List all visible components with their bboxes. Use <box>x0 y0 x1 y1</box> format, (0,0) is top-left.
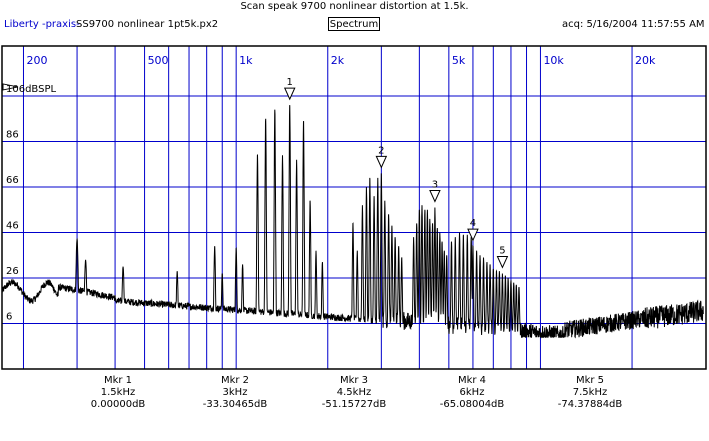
spectrum-view-button[interactable]: Spectrum <box>328 17 380 31</box>
file-name: SS9700 nonlinear 1pt5k.px2 <box>76 19 219 30</box>
marker-readout-rel: -65.08004dB <box>439 399 505 410</box>
acquisition-timestamp: acq: 5/16/2004 11:57:55 AM <box>562 19 705 30</box>
marker-readout-rel: 0.00000dB <box>90 399 146 410</box>
chart-title: Scan speak 9700 nonlinear distortion at … <box>240 1 469 12</box>
y-tick-label: 46 <box>6 221 19 232</box>
x-tick-label: 5k <box>452 54 466 67</box>
marker-readout: Mkr 1 1.5kHz 0.00000dB <box>63 375 173 411</box>
marker-readout-name: Mkr 4 <box>457 375 487 386</box>
markers: 1 2 3 4 5 <box>283 77 509 269</box>
y-tick-label: 86 <box>6 130 19 141</box>
marker-number-label: 3 <box>432 180 438 191</box>
plot-frame <box>1 45 707 370</box>
app-name: Liberty -praxis- <box>4 19 80 30</box>
marker-readout-freq: 6kHz <box>459 387 485 398</box>
marker-readout: Mkr 2 3kHz -33.30465dB <box>180 375 290 411</box>
grid <box>2 46 706 369</box>
marker-readouts: Mkr 1 1.5kHz 0.00000dB Mkr 2 3kHz -33.30465dB… <box>0 375 709 441</box>
marker-readout-name: Mkr 1 <box>103 375 133 386</box>
spectrum-plot: 200 500 1k 2k 5k 10k 20k 106dBSPL 86 66 46 26 6 1 2 3 4… <box>1 45 707 370</box>
y-tick-label: 6 <box>6 312 12 323</box>
x-tick-label: 20k <box>635 54 656 67</box>
marker-triangle-icon <box>429 190 441 203</box>
x-tick-label: 500 <box>148 54 169 67</box>
marker-readout: Mkr 3 4.5kHz -51.15727dB <box>299 375 409 411</box>
x-tick-label: 1k <box>239 54 253 67</box>
trace <box>1 105 704 339</box>
marker-readout-name: Mkr 3 <box>339 375 369 386</box>
marker-triangle-icon <box>496 255 509 269</box>
y-tick-label: 26 <box>6 266 19 277</box>
x-tick-label: 10k <box>543 54 564 67</box>
marker-readout-rel: -51.15727dB <box>321 399 387 410</box>
marker-readout-name: Mkr 5 <box>575 375 605 386</box>
marker-number-label: 2 <box>378 145 384 156</box>
marker-triangle-icon <box>375 155 388 169</box>
y-tick-label: 66 <box>6 175 19 186</box>
marker-readout-rel: -74.37884dB <box>557 399 623 410</box>
marker-readout-name: Mkr 2 <box>220 375 250 386</box>
marker-readout-freq: 1.5kHz <box>100 387 136 398</box>
marker-triangle-icon <box>283 87 296 101</box>
y-tick-label: 106dBSPL <box>6 84 56 95</box>
spectrum-trace-line <box>1 105 704 339</box>
marker-triangle-icon <box>467 228 479 242</box>
marker-readout: Mkr 4 6kHz -65.08004dB <box>417 375 527 411</box>
x-tick-label: 200 <box>26 54 47 67</box>
marker-number-label: 5 <box>499 245 505 256</box>
marker-number-label: 1 <box>287 77 293 88</box>
axis-labels: 200 500 1k 2k 5k 10k 20k 106dBSPL 86 66 46 26 6 <box>2 54 656 323</box>
marker-readout-freq: 7.5kHz <box>572 387 608 398</box>
marker-readout-rel: -33.30465dB <box>202 399 268 410</box>
marker-readout-freq: 3kHz <box>222 387 248 398</box>
marker-number-label: 4 <box>470 218 476 229</box>
x-tick-label: 2k <box>331 54 345 67</box>
marker-readout: Mkr 5 7.5kHz -74.37884dB <box>535 375 645 411</box>
reference-level-icon <box>2 83 19 91</box>
marker-readout-freq: 4.5kHz <box>336 387 372 398</box>
